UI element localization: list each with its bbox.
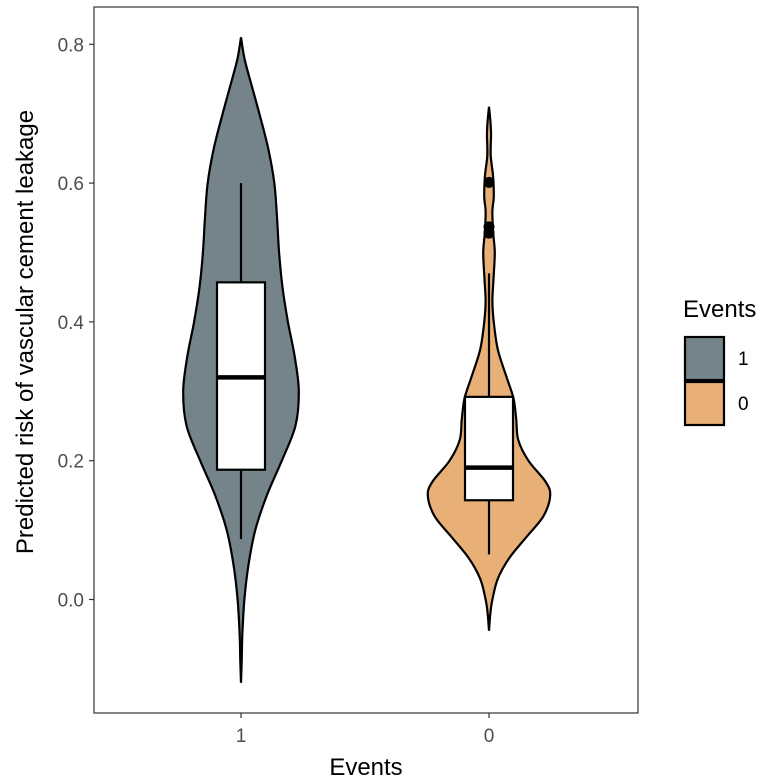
outliers-layer <box>483 176 495 239</box>
legend-swatch-1 <box>683 335 726 382</box>
y-tick-label-1: 0.2 <box>58 452 84 473</box>
legend-title: Events <box>683 296 756 323</box>
legend-swatch-0 <box>683 380 726 427</box>
x-axis-title: Events <box>329 754 402 781</box>
y-tick-label-4: 0.8 <box>58 35 84 56</box>
box-0 <box>463 395 515 502</box>
y-axis-title: Predicted risk of vascular cement leakag… <box>12 110 39 554</box>
x-tick-label-0: 0 <box>484 726 495 747</box>
panel-border <box>93 6 639 714</box>
y-tick-label-0: 0.0 <box>58 591 84 612</box>
legend-label-0: 0 <box>738 394 749 415</box>
y-tick-label-3: 0.6 <box>58 174 84 195</box>
y-axis: 0.0 0.2 0.4 0.6 0.8 <box>58 35 94 612</box>
y-tick-label-2: 0.4 <box>58 313 85 334</box>
outlier-point-0-1 <box>483 221 495 233</box>
legend-label-1: 1 <box>738 349 749 370</box>
boxplots-layer <box>215 183 515 555</box>
outlier-point-0-2 <box>483 176 495 188</box>
x-tick-label-1: 1 <box>236 726 247 747</box>
legend: Events 1 0 <box>683 296 756 427</box>
